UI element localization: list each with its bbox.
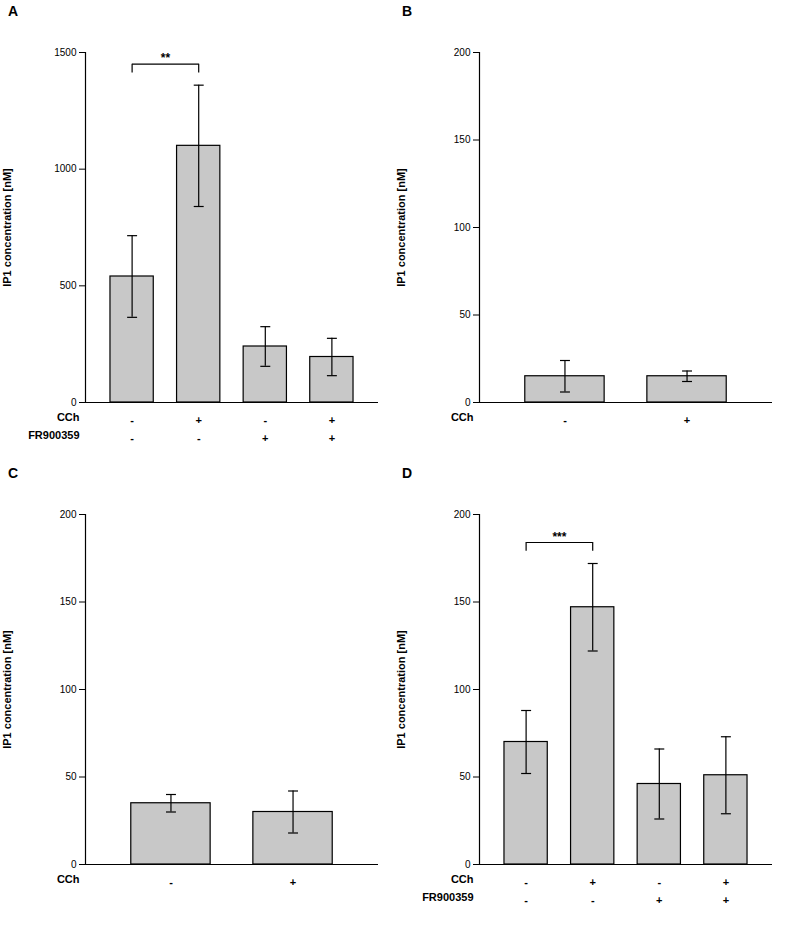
svg-text:1000: 1000 [54,163,77,174]
svg-text:0: 0 [71,397,77,408]
svg-text:200: 200 [60,509,77,520]
svg-text:150: 150 [454,596,471,607]
svg-text:IP1 concentration [nM]: IP1 concentration [nM] [395,630,407,749]
svg-text:-: - [130,432,134,444]
svg-text:150: 150 [60,596,77,607]
svg-text:0: 0 [465,859,471,870]
svg-text:-: - [169,876,173,888]
svg-text:+: + [195,414,201,426]
svg-text:CCh: CCh [451,873,474,885]
svg-text:1500: 1500 [54,47,77,58]
svg-text:50: 50 [65,771,77,782]
svg-text:+: + [329,414,335,426]
svg-text:-: - [130,414,134,426]
svg-text:CCh: CCh [451,411,474,423]
svg-text:IP1 concentration [nM]: IP1 concentration [nM] [1,630,13,749]
svg-text:-: - [657,876,661,888]
svg-text:-: - [591,894,595,906]
svg-text:+: + [723,876,729,888]
svg-text:-: - [524,894,528,906]
svg-text:CCh: CCh [57,411,80,423]
html-text:C: C [8,465,19,481]
svg-text:100: 100 [60,684,77,695]
svg-text:150: 150 [454,134,471,145]
svg-text:-: - [563,414,567,426]
html-text:B: B [402,3,413,19]
svg-text:***: *** [552,530,566,544]
svg-text:+: + [329,432,335,444]
svg-text:IP1 concentration [nM]: IP1 concentration [nM] [1,168,13,287]
svg-text:+: + [262,432,268,444]
svg-text:200: 200 [454,509,471,520]
html-text:A: A [8,3,19,19]
svg-text:200: 200 [454,47,471,58]
svg-text:100: 100 [454,684,471,695]
svg-text:+: + [656,894,662,906]
html-text:D: D [402,465,413,481]
svg-text:100: 100 [454,222,471,233]
svg-text:+: + [290,876,296,888]
svg-text:FR900359: FR900359 [28,429,79,441]
svg-text:0: 0 [465,397,471,408]
svg-text:+: + [589,876,595,888]
svg-text:FR900359: FR900359 [422,891,473,903]
svg-text:+: + [723,894,729,906]
svg-text:500: 500 [60,280,77,291]
svg-text:CCh: CCh [57,873,80,885]
svg-text:IP1 concentration [nM]: IP1 concentration [nM] [395,168,407,287]
svg-text:+: + [684,414,690,426]
svg-text:**: ** [161,51,171,65]
svg-text:0: 0 [71,859,77,870]
svg-text:-: - [263,414,267,426]
svg-text:50: 50 [459,771,471,782]
svg-text:-: - [524,876,528,888]
svg-text:50: 50 [459,309,471,320]
svg-text:-: - [197,432,201,444]
